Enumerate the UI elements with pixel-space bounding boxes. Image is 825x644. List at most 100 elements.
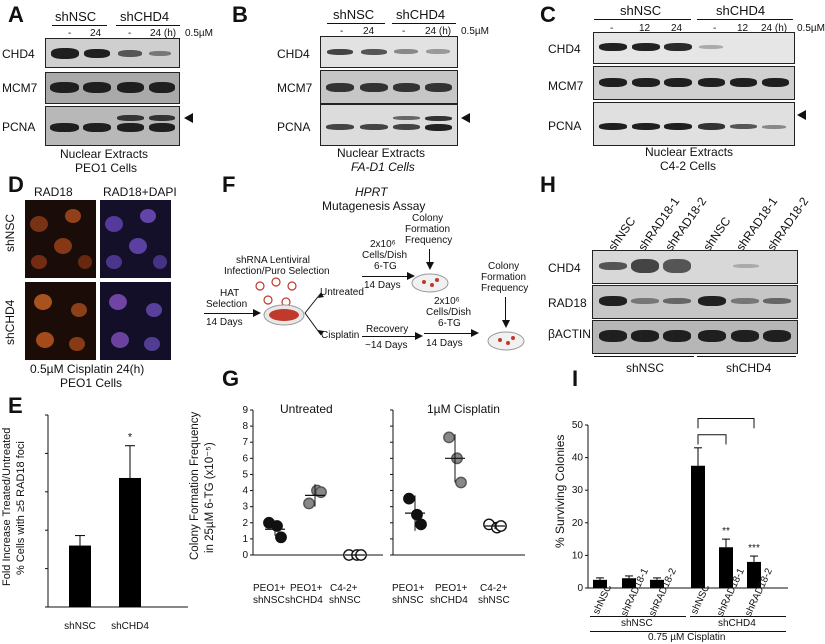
panel-g-letter: G [222, 366, 240, 391]
panel-f-cff-arrow [429, 249, 430, 263]
panel-g-left-ylabel-7: 7 [242, 437, 248, 448]
panel-g-left-cat-2b: shCHD4 [285, 595, 323, 606]
panel-a-group-2: shCHD4 [120, 9, 170, 24]
panel-b-group-2-line [392, 23, 456, 24]
panel-f-plate2-arrowhead-icon [471, 329, 479, 337]
panel-e-chart: shNSC shCHD4 * [45, 414, 188, 632]
panel-e-star: * [128, 432, 133, 444]
panel-f-dish-1-icon [263, 304, 305, 326]
panel-g-left-point-1-2 [315, 486, 327, 499]
panel-g-right-point-0-1 [411, 508, 423, 521]
panel-h-blot-bactin [592, 320, 798, 354]
panel-b-arrowhead-icon [461, 113, 470, 123]
panel-i-letter: I [572, 366, 579, 391]
panel-f-recovery-arrowhead-icon [415, 332, 423, 340]
panel-g-right-point-0-0 [403, 492, 415, 505]
panel-g-left-ylabel-8: 8 [242, 421, 248, 432]
panel-a-row-chd4: CHD4 [2, 47, 35, 61]
panel-h-group-1-line [594, 356, 694, 357]
panel-d-row-shchd4: shCHD4 [3, 299, 17, 345]
panel-h-blot-rad18 [592, 285, 798, 319]
panel-g-right-point-0-2 [415, 518, 427, 531]
panel-e-letter: E [8, 393, 23, 418]
panel-a-caption-2: PEO1 Cells [75, 161, 138, 175]
panel-e-bar-1 [119, 477, 141, 607]
panel-a-blot-mcm7 [45, 72, 180, 104]
panel-c-blot-mcm7 [593, 66, 795, 100]
panel-f-plate1-d: 14 Days [364, 280, 401, 291]
panel-g-left-ylabel-1: 1 [242, 534, 248, 545]
panel-g-left-ylabel-2: 2 [242, 518, 248, 529]
panel-d-letter: D [8, 172, 24, 197]
panel-f-plate1-b: Cells/Dish [362, 250, 408, 261]
panel-b-time-3: - [402, 26, 406, 37]
panel-f-cffb-3: Frequency [481, 283, 529, 294]
panel-i-ylabel-50: 50 [572, 420, 584, 431]
panel-c-blot-pcna [593, 102, 795, 146]
panel-f-untreated: Untreated [320, 287, 364, 298]
panel-c-row-chd4: CHD4 [548, 42, 581, 56]
panel-c-time-4: - [713, 23, 717, 34]
panel-g-chart: 0 1 2 3 4 5 6 7 8 9 [242, 405, 525, 561]
panel-g-left-ylabel-9: 9 [242, 405, 248, 416]
panel-d-image-shchd4-rad18 [25, 282, 96, 360]
panel-f-recovery-1: Recovery [366, 324, 409, 335]
panel-f-recovery-arrow [362, 336, 418, 337]
panel-g-ylabel-1: Colony Formation Frequency [189, 411, 201, 560]
panel-f-hat-1: HAT [220, 288, 240, 299]
panel-c-group-2: shCHD4 [716, 3, 766, 18]
panel-i-bar-4 [719, 547, 733, 588]
panel-f-plate1-arrow [362, 276, 410, 277]
panel-i-ylabel-40: 40 [572, 453, 584, 464]
panel-b-blot-mcm7 [320, 70, 458, 104]
panel-f-branch-arrows-icon [304, 292, 324, 336]
panel-f-cff-arrowhead-icon [426, 262, 434, 270]
panel-h-row-rad18: RAD18 [548, 296, 587, 310]
panel-g-left-point-1-0 [303, 497, 315, 510]
panel-c-group-1-line [594, 19, 691, 20]
panel-c-time-5: 12 [737, 23, 749, 34]
panel-g-right-title: 1µM Cisplatin [427, 402, 500, 416]
panel-d-col-rad18: RAD18 [34, 185, 73, 199]
panel-g-right-cat-1b: shNSC [392, 595, 424, 606]
panel-a-group-2-line [116, 25, 180, 26]
panel-g-left-title: Untreated [280, 402, 333, 416]
panel-i-ylabel-30: 30 [572, 485, 584, 496]
panel-i-bracket-1 [697, 434, 727, 445]
panel-e-bar-0 [69, 545, 91, 607]
panel-g-left-ylabel-5: 5 [242, 469, 248, 480]
panel-a-group-1-line [52, 25, 107, 26]
panel-b-group-1-line [327, 23, 385, 24]
panel-g-left-cat-3a: C4-2+ [330, 583, 358, 594]
panel-g-left-ylabel-4: 4 [242, 486, 248, 497]
panel-f-hat-3: 14 Days [206, 317, 243, 328]
panel-c-caption-1: Nuclear Extracts [645, 145, 734, 159]
panel-g-left-cat-3b: shNSC [329, 595, 361, 606]
panel-a-blot-chd4 [45, 38, 180, 68]
panel-b-time-1: - [340, 26, 344, 37]
panel-c-time-1: - [610, 23, 614, 34]
panel-b-blot-pcna [320, 104, 458, 146]
panel-d-caption-1: 0.5µM Cisplatin 24(h) [30, 362, 145, 376]
panel-b-caption-2: FA-D1 Cells [351, 160, 415, 174]
panel-c-group-2-line [697, 19, 793, 20]
panel-h-row-chd4: CHD4 [548, 261, 581, 275]
panel-i-bar-3 [691, 465, 705, 588]
panel-f-title-2: Mutagenesis Assay [322, 199, 426, 213]
panel-g-left-point-0-1 [271, 520, 283, 532]
panel-c-arrowhead-icon [797, 110, 806, 120]
panel-a-row-mcm7: MCM7 [2, 81, 38, 95]
panel-f-virus-icons [255, 277, 297, 307]
panel-b-blot-chd4 [320, 36, 458, 68]
panel-f-plate2-arrow [424, 333, 474, 334]
panel-f-plate1-a: 2x10⁶ [370, 239, 396, 250]
panel-f-dish-2-icon [411, 273, 449, 293]
panel-f-title-1: HPRT [355, 185, 388, 199]
panel-f-cffb-2: Formation [481, 272, 527, 283]
panel-a-arrowhead-icon [184, 113, 193, 123]
panel-a-time-4: 24 (h) [150, 28, 177, 39]
panel-i-group-2: shCHD4 [718, 618, 756, 629]
panel-f-plate2-c: 6-TG [438, 318, 461, 329]
panel-f-plate2-b: Cells/Dish [426, 307, 472, 318]
panel-i-treatment: 0.75 µM Cisplatin [648, 632, 726, 643]
